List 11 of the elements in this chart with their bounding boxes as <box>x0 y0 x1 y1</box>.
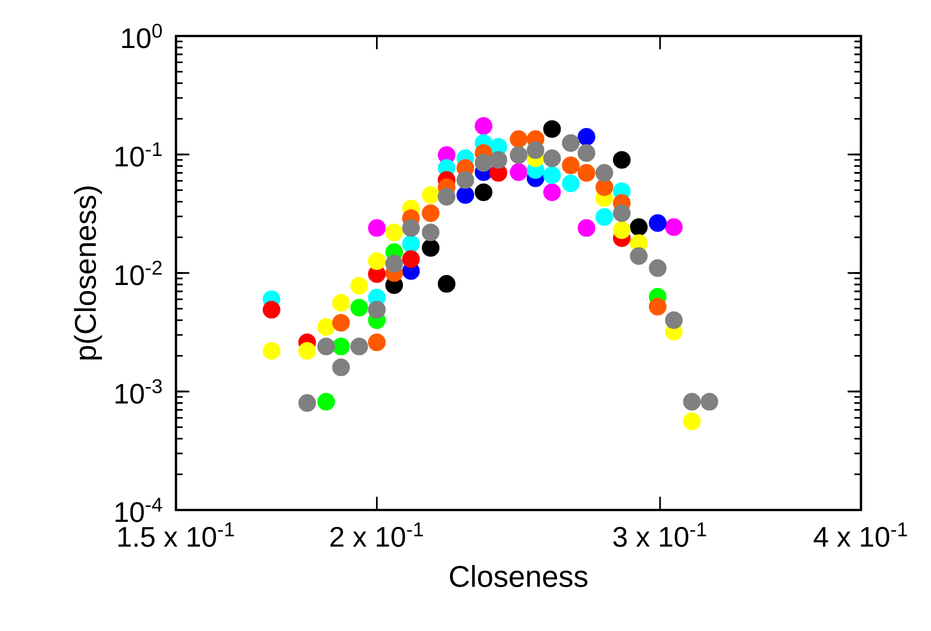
y-axis-title: p(Closeness) <box>74 186 102 360</box>
y-tick-label: 10$^{-3}$ <box>116 379 162 404</box>
x-tick-label: 4 x 10$^{-1}$ <box>814 522 908 547</box>
x-tick-label: 1.5 x 10$^{-1}$ <box>118 522 234 547</box>
x-tick-label: 2 x 10$^{-1}$ <box>330 522 423 547</box>
y-tick-label: 10$^{-4}$ <box>116 498 162 522</box>
y-tick-label: 10$^{-1}$ <box>116 142 162 167</box>
x-axis-title: Closeness <box>450 565 588 588</box>
y-tick-label: 10$^{0}$ <box>122 24 162 48</box>
x-tick-label: 3 x 10$^{-1}$ <box>613 522 706 547</box>
y-tick-label: 10$^{-2}$ <box>116 260 162 286</box>
